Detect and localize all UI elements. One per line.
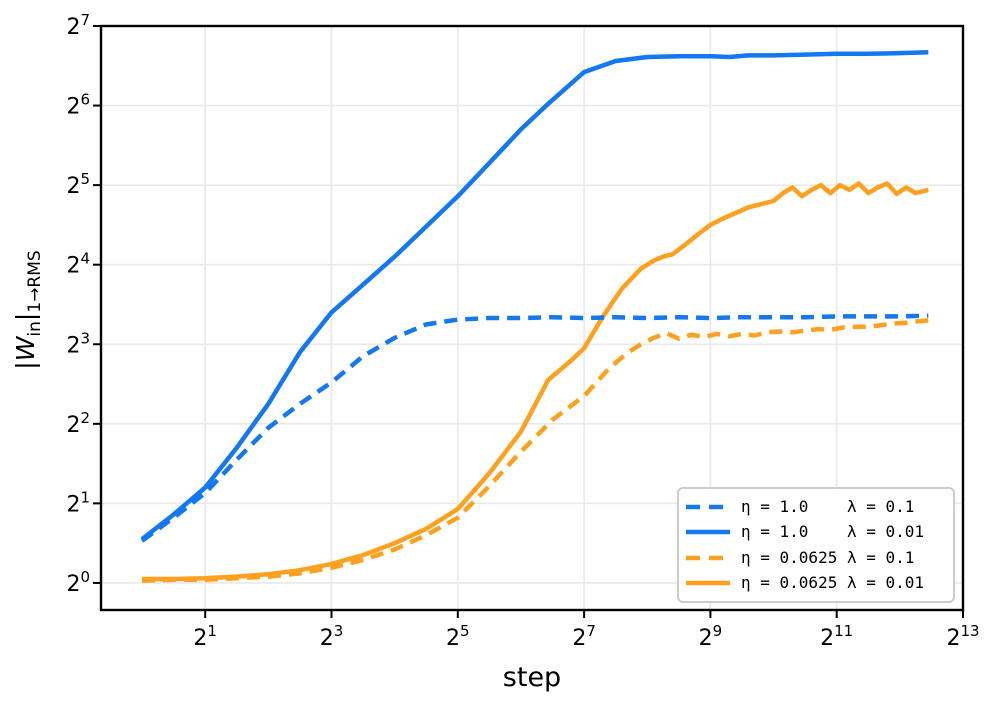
series-line-eta-0.0625-lambda-0.01 — [142, 181, 929, 582]
y-tick-label-2^5: 25 — [66, 170, 90, 199]
legend: η = 1.0 λ = 0.1 η = 1.0 λ = 0.01 η = 0.062… — [677, 487, 955, 603]
y-tick-label-2^2: 22 — [66, 409, 90, 438]
legend-label: η = 0.0625 λ = 0.01 — [741, 573, 925, 593]
x-axis-label: step — [503, 662, 561, 693]
x-tick-label-2^9: 29 — [699, 622, 723, 651]
legend-item-eta-1.0-lambda-0.01: η = 1.0 λ = 0.01 — [685, 520, 943, 546]
legend-label: η = 1.0 λ = 0.1 — [741, 496, 915, 516]
y-axis-label: |Win|1→RMS — [11, 250, 45, 369]
legend-item-eta-0.0625-lambda-0.1: η = 0.0625 λ = 0.1 — [685, 545, 943, 571]
legend-line-sample-solid — [686, 530, 730, 535]
y-tick-label-2^1: 21 — [66, 488, 90, 517]
y-tick-label-2^6: 26 — [66, 91, 90, 120]
legend-label: η = 0.0625 λ = 0.1 — [741, 547, 915, 567]
series-line-eta-0.0625-lambda-0.1 — [141, 318, 929, 583]
x-tick-label-2^5: 25 — [446, 622, 470, 651]
y-tick-label-2^3: 23 — [66, 329, 90, 358]
legend-item-eta-0.0625-lambda-0.01: η = 0.0625 λ = 0.01 — [685, 571, 943, 597]
legend-line-sample-dashed — [686, 504, 730, 509]
series-line-eta-1.0-lambda-0.1 — [140, 313, 929, 543]
series-line-eta-1.0-lambda-0.01 — [140, 50, 929, 541]
axis-ticks: 21 23 25 27 29 211 213 20 21 22 23 24 25 26 27 — [66, 11, 979, 651]
legend-line-sample-dashed — [686, 555, 730, 560]
plot-border — [99, 24, 965, 612]
x-tick-label-2^11: 211 — [820, 622, 853, 651]
x-tick-label-2^7: 27 — [572, 622, 596, 651]
legend-line-sample-solid — [686, 581, 730, 586]
y-tick-label-2^0: 20 — [66, 568, 90, 597]
x-tick-label-2^3: 23 — [320, 622, 344, 651]
y-tick-label-2^7: 27 — [66, 11, 90, 40]
series-lines — [140, 50, 929, 583]
legend-label: η = 1.0 λ = 0.01 — [741, 522, 925, 542]
legend-item-eta-1.0-lambda-0.1: η = 1.0 λ = 0.1 — [685, 494, 943, 520]
x-tick-label-2^13: 213 — [946, 622, 979, 651]
y-tick-label-2^4: 24 — [66, 250, 90, 279]
x-tick-label-2^1: 21 — [193, 622, 217, 651]
